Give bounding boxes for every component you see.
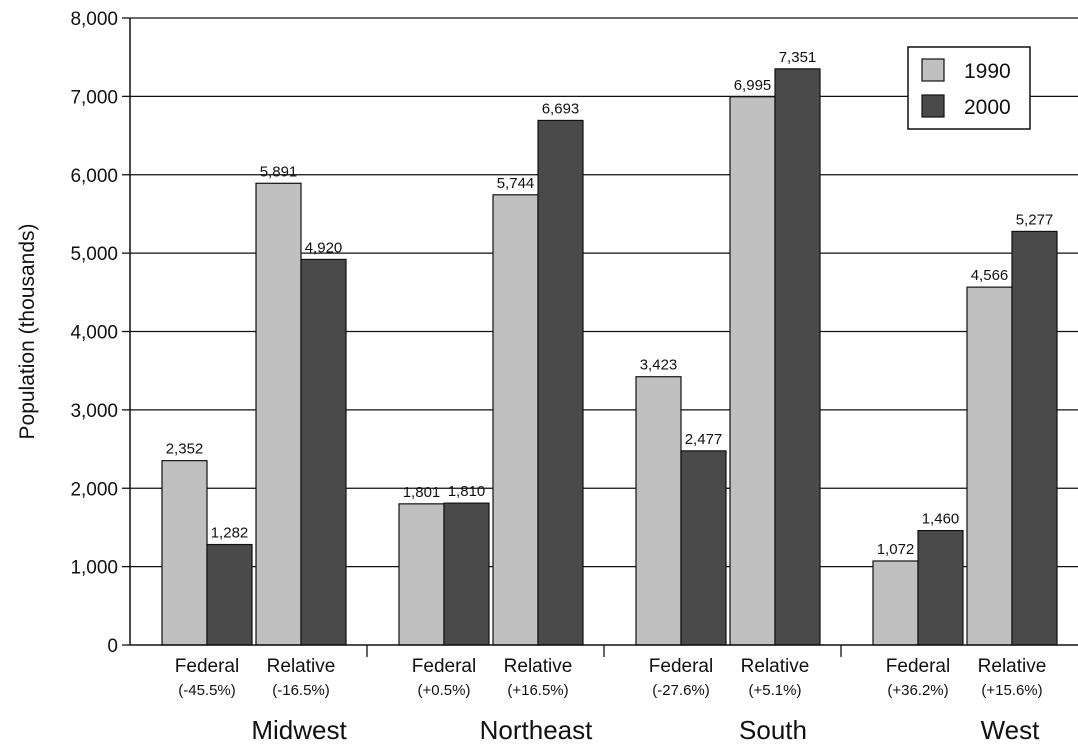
- bar-value-label: 3,423: [640, 357, 678, 374]
- y-tick-label: 3,000: [70, 401, 118, 422]
- bar-value-label: 2,477: [685, 431, 723, 448]
- category-label: Federal: [649, 656, 713, 677]
- bar-south-relative-2000: [774, 68, 821, 646]
- change-label: (+15.6%): [981, 682, 1042, 699]
- bar-value-label: 5,744: [497, 175, 535, 192]
- category-label: Relative: [267, 656, 336, 677]
- legend-label: 2000: [964, 96, 1011, 119]
- change-label: (+5.1%): [749, 682, 802, 699]
- y-axis: 0 1,000 2,000 3,000 4,000 5,000 6,000 7,000 8,00…: [70, 9, 131, 657]
- region-label: South: [739, 715, 807, 745]
- bar-value-label: 6,693: [542, 100, 580, 117]
- bar-value-label: 1,801: [403, 484, 441, 501]
- change-label: (+36.2%): [887, 682, 948, 699]
- change-label: (+16.5%): [507, 682, 568, 699]
- bar-value-label: 5,277: [1016, 211, 1054, 228]
- category-label: Relative: [741, 656, 810, 677]
- bar-midwest-relative-1990: [255, 182, 302, 646]
- bar-value-label: 1,072: [877, 541, 915, 558]
- x-axis: Federal (-45.5%) Relative (-16.5%) Midwest Fe…: [130, 644, 1078, 745]
- y-tick-label: 7,000: [70, 87, 118, 108]
- bar-northeast-relative-1990: [492, 194, 539, 646]
- bar-value-label: 6,995: [734, 77, 772, 94]
- y-tick-label: 1,000: [70, 558, 118, 579]
- bar-west-federal-1990: [872, 560, 919, 646]
- region-label: Northeast: [480, 715, 593, 745]
- y-axis-label: Population (thousands): [16, 224, 39, 440]
- bars: [161, 68, 1058, 646]
- bar-west-relative-2000: [1011, 230, 1058, 646]
- y-tick-label: 5,000: [70, 244, 118, 265]
- bar-south-federal-1990: [635, 376, 682, 646]
- bar-northeast-relative-2000: [537, 119, 584, 646]
- category-label: Federal: [412, 656, 476, 677]
- change-label: (-16.5%): [272, 682, 330, 699]
- change-label: (+0.5%): [418, 682, 471, 699]
- bar-south-federal-2000: [680, 450, 727, 646]
- region-label: Midwest: [251, 715, 347, 745]
- bar-value-label: 4,920: [305, 239, 343, 256]
- bar-south-relative-1990: [729, 96, 776, 646]
- category-label: Federal: [175, 656, 239, 677]
- category-label: Relative: [978, 656, 1047, 677]
- y-tick-label: 6,000: [70, 166, 118, 187]
- bar-value-label: 7,351: [779, 49, 817, 66]
- y-tick-label: 8,000: [70, 9, 118, 30]
- bar-value-label: 1,460: [922, 511, 960, 528]
- legend-swatch-1990: [921, 58, 945, 82]
- change-label: (-45.5%): [178, 682, 236, 699]
- region-label: West: [981, 715, 1041, 745]
- bar-west-federal-2000: [917, 529, 964, 646]
- bar-west-relative-1990: [966, 286, 1013, 646]
- bar-value-label: 1,810: [448, 483, 486, 500]
- legend-swatch-2000: [921, 94, 945, 118]
- y-tick-label: 4,000: [70, 323, 118, 344]
- legend: 1990 2000: [907, 46, 1031, 130]
- y-tick-label: 0: [107, 636, 118, 657]
- bar-midwest-federal-2000: [206, 543, 253, 646]
- bar-midwest-relative-2000: [300, 258, 347, 646]
- bar-northeast-federal-1990: [398, 503, 445, 646]
- bar-midwest-federal-1990: [161, 460, 208, 646]
- bar-value-label: 4,566: [971, 267, 1009, 284]
- data-labels: 2,352 1,282 5,891 4,920 1,801 1,810 5,744 6,693…: [166, 49, 1054, 558]
- legend-label: 1990: [964, 60, 1011, 83]
- bar-value-label: 1,282: [211, 525, 249, 542]
- y-tick-label: 2,000: [70, 479, 118, 500]
- bar-value-label: 2,352: [166, 441, 204, 458]
- bar-value-label: 5,891: [260, 163, 298, 180]
- bar-northeast-federal-2000: [443, 502, 490, 646]
- category-label: Federal: [886, 656, 950, 677]
- change-label: (-27.6%): [652, 682, 710, 699]
- category-label: Relative: [504, 656, 573, 677]
